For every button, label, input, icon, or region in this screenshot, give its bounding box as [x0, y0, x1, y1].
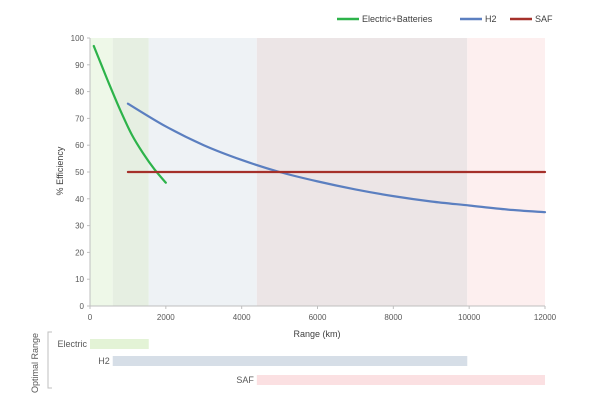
series-lines: [92, 44, 547, 214]
y-tick-label: 10: [75, 275, 84, 284]
y-tick-label: 80: [75, 88, 84, 97]
series-line-h2: [126, 102, 547, 214]
optimal-range-bar-saf: [256, 375, 545, 385]
axes: 0 10 20 30 40 50 60 70 80 90 100 0 2000 4000 6000 8000 1…: [71, 34, 557, 322]
legend-label-saf: SAF: [535, 14, 553, 24]
optimal-range-panel: Optimal Range Electric H2 SAF: [30, 331, 545, 393]
y-tick-label: 0: [80, 302, 85, 311]
y-tick-label: 40: [75, 195, 84, 204]
optimal-range-label-electric: Electric: [57, 339, 87, 349]
y-tick-label: 20: [75, 248, 84, 257]
x-tick-label: 8000: [384, 313, 402, 322]
x-tick-label: 0: [88, 313, 93, 322]
background-band-1: [90, 38, 113, 306]
optimal-range-bar-h2: [112, 356, 468, 366]
optimal-range-label-h2: H2: [98, 356, 110, 366]
optimal-range-bracket: [47, 331, 52, 389]
optimal-range-bar-electric: [90, 339, 149, 349]
x-tick-label: 10000: [458, 313, 481, 322]
y-tick-label: 30: [75, 222, 84, 231]
legend-label-electric-batteries: Electric+Batteries: [362, 14, 433, 24]
x-tick-label: 2000: [157, 313, 175, 322]
y-tick-label: 60: [75, 141, 84, 150]
y-tick-label: 50: [75, 168, 84, 177]
series-line-electric-batteries: [92, 44, 167, 184]
x-axis-title: Range (km): [293, 329, 340, 339]
y-tick-label: 100: [71, 34, 85, 43]
y-axis-title: % Efficiency: [55, 146, 65, 195]
x-tick-label: 6000: [309, 313, 327, 322]
legend-label-h2: H2: [485, 14, 497, 24]
optimal-range-label-saf: SAF: [236, 375, 254, 385]
y-tick-label: 70: [75, 114, 84, 123]
x-tick-label: 4000: [233, 313, 251, 322]
y-tick-label: 90: [75, 61, 84, 70]
legend: Electric+Batteries H2 SAF: [337, 14, 553, 24]
x-tick-label: 12000: [534, 313, 557, 322]
optimal-range-title: Optimal Range: [30, 333, 40, 393]
